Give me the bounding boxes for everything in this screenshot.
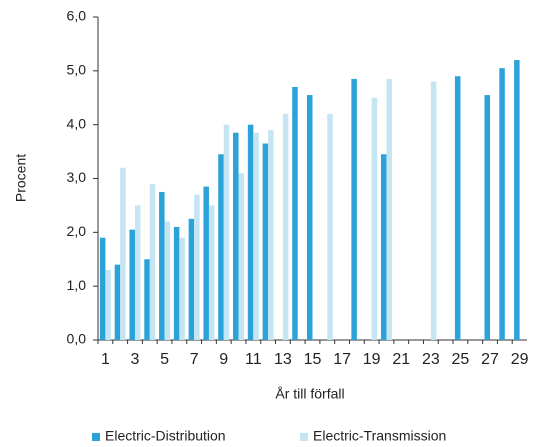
x-tick-label: 3 (131, 351, 140, 368)
x-tick-label: 23 (422, 351, 440, 368)
bar (134, 205, 141, 340)
bar (454, 76, 461, 340)
bar (164, 221, 171, 340)
y-tick-label: 3,0 (67, 169, 87, 185)
bar (218, 154, 224, 340)
legend-swatch (300, 433, 308, 441)
x-tick-label: 5 (160, 351, 169, 368)
legend-label: Electric-Transmission (313, 428, 446, 444)
bar (484, 95, 491, 340)
y-tick-label: 6,0 (67, 8, 87, 24)
x-tick-label: 11 (245, 351, 262, 368)
x-tick-label: 9 (219, 351, 228, 368)
bar (188, 218, 195, 340)
bar (292, 86, 298, 340)
bar (253, 132, 259, 340)
bar (129, 229, 135, 340)
bar (247, 124, 254, 341)
y-tick-label: 4,0 (67, 115, 87, 131)
bar (120, 167, 126, 340)
x-tick-label: 7 (190, 351, 199, 368)
y-tick-label: 1,0 (67, 277, 87, 293)
bar (327, 113, 333, 341)
bar (194, 194, 200, 340)
bar (233, 132, 239, 340)
bar (262, 143, 269, 340)
bar (99, 237, 106, 340)
x-tick-label: 21 (392, 351, 410, 368)
bar (268, 130, 274, 340)
x-tick-label: 25 (452, 351, 470, 368)
bar (223, 124, 230, 341)
legend-swatch (92, 433, 100, 441)
bar (351, 78, 357, 341)
bar (159, 191, 165, 340)
bar (173, 226, 180, 340)
y-axis-title: Procent (13, 154, 29, 202)
x-tick-label: 19 (363, 351, 381, 368)
y-tick-label: 0,0 (67, 331, 87, 347)
x-tick-label: 1 (101, 351, 110, 368)
bar (371, 97, 378, 340)
y-tick-label: 2,0 (67, 223, 87, 239)
bar (144, 259, 150, 340)
bar (380, 154, 387, 340)
bar (499, 68, 505, 341)
x-tick-label: 29 (511, 351, 529, 368)
legend-label: Electric-Distribution (105, 428, 226, 444)
bar (386, 78, 392, 341)
bar (179, 237, 185, 340)
bar (208, 205, 215, 340)
bar (203, 186, 209, 340)
x-tick-label: 13 (274, 351, 292, 368)
x-tick-label: 17 (333, 351, 351, 368)
x-tick-label: 15 (304, 351, 322, 368)
bar (105, 270, 111, 340)
bar (282, 113, 289, 341)
bar (149, 183, 156, 340)
bar (238, 173, 245, 340)
bar (307, 95, 313, 340)
bar (514, 60, 520, 341)
bar (430, 81, 437, 340)
x-tick-label: 27 (481, 351, 499, 368)
x-axis-title: År till förfall (275, 386, 344, 402)
bar (114, 264, 121, 340)
y-tick-label: 5,0 (67, 62, 87, 78)
